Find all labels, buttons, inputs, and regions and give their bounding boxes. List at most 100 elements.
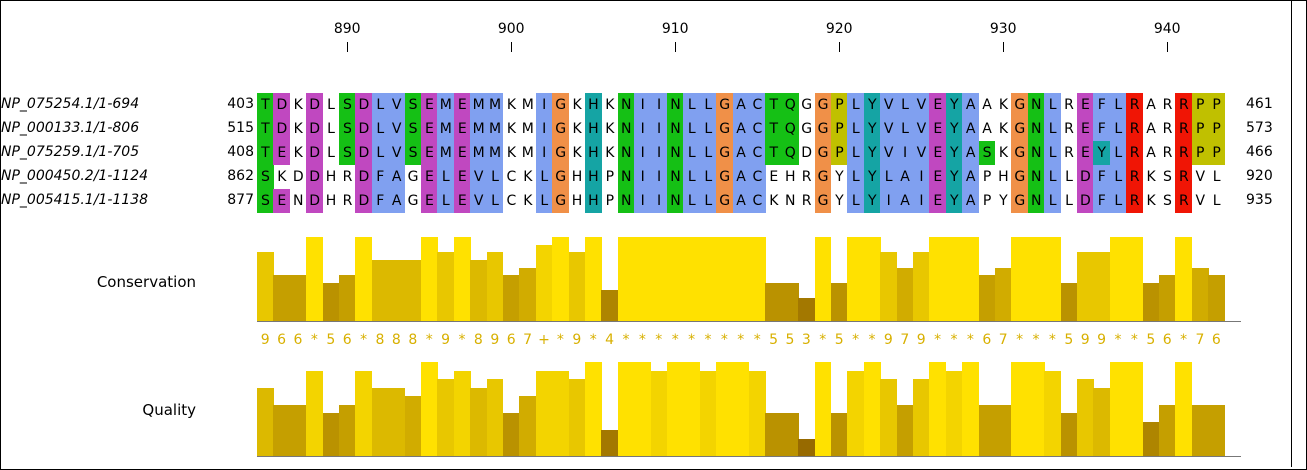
residue[interactable]: E: [453, 117, 471, 141]
residue[interactable]: R: [1162, 97, 1173, 113]
residue[interactable]: P: [831, 93, 848, 117]
residue[interactable]: N: [667, 93, 684, 117]
sequence-name[interactable]: NP_000450.2/1-1124: [1, 168, 199, 184]
residue[interactable]: N: [1027, 165, 1045, 189]
residue[interactable]: S: [339, 141, 356, 165]
residue[interactable]: G: [407, 169, 419, 185]
residue[interactable]: I: [634, 93, 652, 117]
residue[interactable]: K: [769, 193, 779, 209]
residue[interactable]: N: [1027, 117, 1045, 141]
residue[interactable]: P: [1191, 93, 1209, 117]
residue[interactable]: G: [552, 93, 570, 117]
residue[interactable]: A: [982, 97, 992, 113]
residue[interactable]: L: [1109, 189, 1127, 213]
residue[interactable]: S: [404, 93, 422, 117]
residue[interactable]: P: [831, 141, 848, 165]
residue[interactable]: C: [506, 193, 517, 209]
residue[interactable]: F: [1093, 117, 1111, 141]
residue[interactable]: A: [732, 189, 750, 213]
residue[interactable]: A: [1146, 97, 1156, 113]
residue[interactable]: E: [453, 93, 471, 117]
residue[interactable]: L: [847, 93, 865, 117]
residue[interactable]: V: [388, 141, 406, 165]
residue[interactable]: R: [1064, 121, 1074, 137]
residue[interactable]: L: [896, 117, 914, 141]
residue[interactable]: L: [847, 165, 865, 189]
residue[interactable]: E: [273, 189, 291, 213]
residue[interactable]: T: [257, 117, 274, 141]
residue[interactable]: R: [1126, 141, 1144, 165]
residue[interactable]: G: [801, 97, 813, 113]
residue[interactable]: K: [506, 121, 517, 137]
residue[interactable]: K: [998, 97, 1009, 113]
residue[interactable]: G: [716, 117, 734, 141]
residue[interactable]: G: [552, 141, 570, 165]
residue[interactable]: A: [962, 165, 980, 189]
residue[interactable]: L: [535, 165, 553, 189]
residue[interactable]: A: [982, 121, 992, 137]
residue[interactable]: R: [342, 193, 353, 209]
residue[interactable]: Y: [945, 93, 963, 117]
residue[interactable]: D: [306, 189, 324, 213]
residue[interactable]: H: [998, 169, 1009, 185]
residue[interactable]: A: [962, 189, 980, 213]
residue[interactable]: A: [896, 165, 914, 189]
residue[interactable]: L: [683, 189, 701, 213]
residue[interactable]: T: [257, 141, 274, 165]
residue[interactable]: R: [1064, 97, 1074, 113]
residue[interactable]: M: [437, 117, 455, 141]
residue[interactable]: C: [506, 169, 517, 185]
sequence-row[interactable]: NP_075259.1/1-705 408 T E K D L S D L V S E M E M M K M I G K…: [1, 141, 1301, 165]
quality-label[interactable]: Quality: [142, 401, 196, 419]
residue[interactable]: I: [650, 93, 668, 117]
residue[interactable]: L: [535, 189, 553, 213]
residue[interactable]: N: [617, 165, 635, 189]
residue[interactable]: I: [650, 189, 668, 213]
residue[interactable]: T: [765, 117, 783, 141]
residue[interactable]: M: [470, 93, 488, 117]
residue[interactable]: P: [1191, 117, 1209, 141]
residue[interactable]: N: [1027, 93, 1045, 117]
residue[interactable]: L: [437, 189, 455, 213]
residue[interactable]: D: [355, 141, 373, 165]
residue[interactable]: P: [605, 193, 615, 209]
residue[interactable]: D: [801, 145, 813, 161]
residue[interactable]: L: [371, 141, 389, 165]
residue[interactable]: E: [421, 165, 438, 189]
residue[interactable]: N: [617, 189, 635, 213]
residue[interactable]: I: [535, 141, 553, 165]
residue[interactable]: S: [978, 141, 996, 165]
sequence-row[interactable]: NP_000450.2/1-1124 862 S K D D H R D F A G E L E V L C K L G…: [1, 165, 1301, 189]
residue[interactable]: E: [769, 169, 779, 185]
residue[interactable]: L: [1109, 165, 1127, 189]
residue[interactable]: D: [355, 93, 373, 117]
residue[interactable]: G: [1011, 141, 1029, 165]
residue[interactable]: L: [327, 145, 335, 161]
sequence-name[interactable]: NP_075259.1/1-705: [1, 144, 199, 160]
residue[interactable]: K: [293, 97, 303, 113]
residue[interactable]: A: [1146, 121, 1156, 137]
residue[interactable]: R: [1175, 117, 1193, 141]
residue[interactable]: H: [585, 93, 602, 117]
residue[interactable]: G: [1011, 189, 1029, 213]
residue[interactable]: S: [339, 117, 356, 141]
residue[interactable]: S: [257, 165, 274, 189]
residue[interactable]: Y: [999, 193, 1008, 209]
residue[interactable]: G: [1011, 93, 1029, 117]
residue[interactable]: F: [1093, 165, 1111, 189]
residue[interactable]: K: [605, 145, 615, 161]
residue[interactable]: M: [437, 141, 455, 165]
residue[interactable]: Q: [781, 117, 799, 141]
residue[interactable]: L: [327, 121, 335, 137]
residue[interactable]: H: [585, 117, 602, 141]
residue[interactable]: N: [1027, 141, 1045, 165]
residue[interactable]: K: [572, 145, 582, 161]
residue[interactable]: A: [388, 189, 406, 213]
residue[interactable]: Y: [863, 165, 881, 189]
residue[interactable]: L: [437, 165, 455, 189]
residue[interactable]: N: [293, 193, 304, 209]
residue[interactable]: C: [749, 117, 766, 141]
residue[interactable]: A: [962, 117, 980, 141]
residue[interactable]: I: [880, 189, 898, 213]
residue[interactable]: A: [732, 93, 750, 117]
